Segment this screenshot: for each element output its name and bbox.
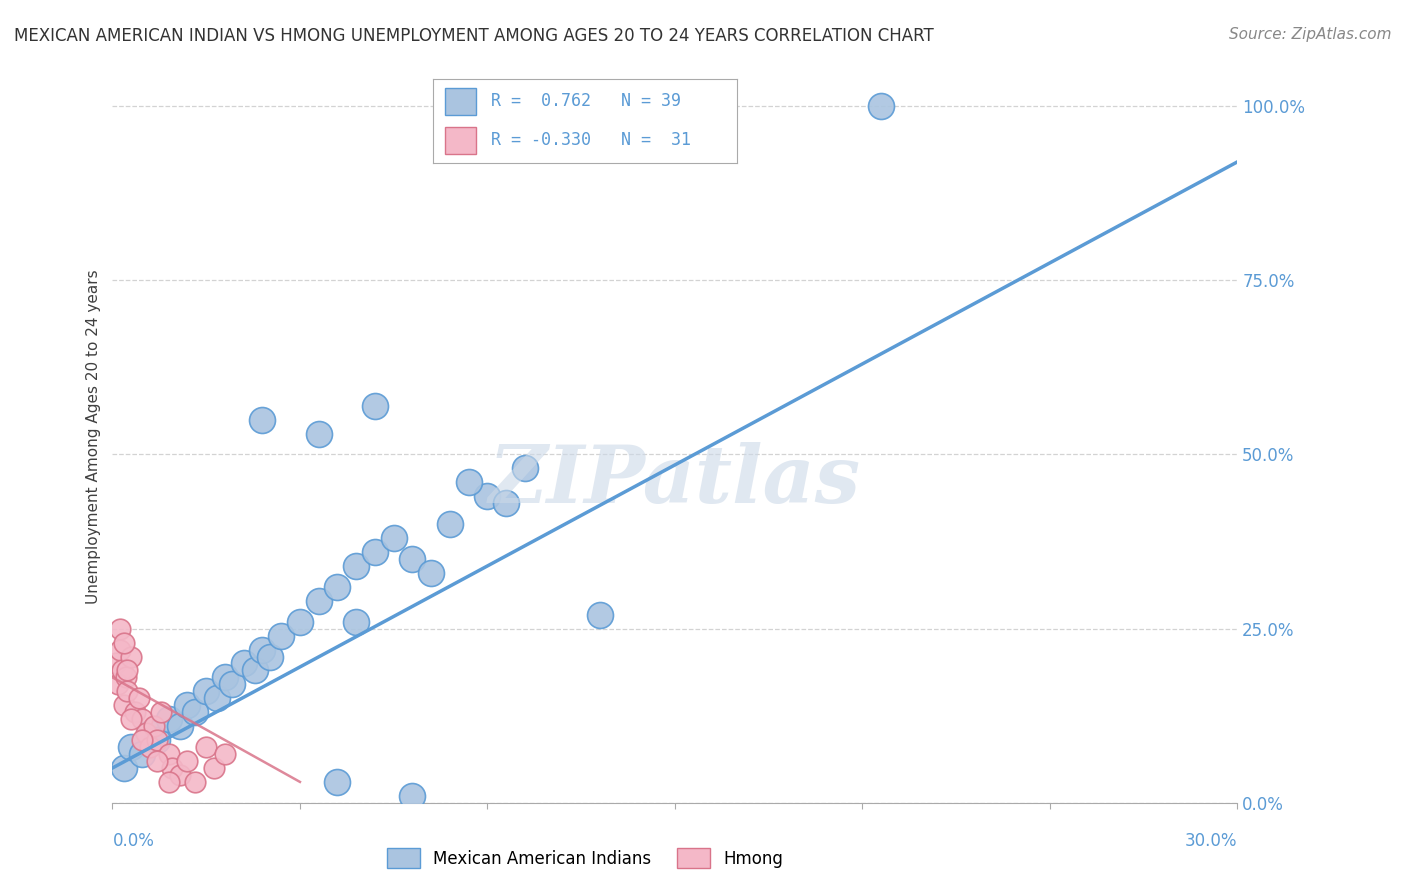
- Point: [221, 677, 243, 691]
- Point: [169, 768, 191, 782]
- Point: [114, 670, 136, 684]
- Point: [120, 649, 142, 664]
- Point: [589, 607, 612, 622]
- Point: [344, 615, 367, 629]
- Point: [457, 475, 479, 490]
- Point: [308, 594, 330, 608]
- Point: [243, 664, 266, 678]
- Point: [131, 733, 153, 747]
- Text: 0.0%: 0.0%: [112, 832, 155, 850]
- Point: [202, 761, 225, 775]
- Point: [232, 657, 254, 671]
- Point: [142, 719, 165, 733]
- Y-axis label: Unemployment Among Ages 20 to 24 years: Unemployment Among Ages 20 to 24 years: [86, 269, 101, 605]
- Point: [326, 775, 349, 789]
- Point: [870, 99, 893, 113]
- Point: [157, 775, 180, 789]
- Point: [364, 399, 387, 413]
- Point: [169, 719, 191, 733]
- Point: [131, 747, 153, 761]
- Point: [326, 580, 349, 594]
- Point: [420, 566, 443, 580]
- Point: [107, 677, 129, 691]
- Point: [146, 733, 169, 747]
- Point: [150, 705, 173, 719]
- Point: [259, 649, 281, 664]
- Point: [108, 622, 131, 636]
- Text: 30.0%: 30.0%: [1185, 832, 1237, 850]
- Point: [195, 740, 218, 755]
- Point: [477, 489, 499, 503]
- Point: [157, 747, 180, 761]
- Point: [207, 691, 229, 706]
- Point: [146, 733, 169, 747]
- Point: [139, 726, 162, 740]
- Text: Source: ZipAtlas.com: Source: ZipAtlas.com: [1229, 27, 1392, 42]
- Point: [252, 642, 274, 657]
- Point: [195, 684, 218, 698]
- Point: [252, 412, 274, 426]
- Point: [157, 712, 180, 726]
- Point: [308, 426, 330, 441]
- Point: [128, 691, 150, 706]
- Point: [401, 789, 423, 803]
- Point: [111, 664, 134, 678]
- Point: [108, 642, 131, 657]
- Text: MEXICAN AMERICAN INDIAN VS HMONG UNEMPLOYMENT AMONG AGES 20 TO 24 YEARS CORRELAT: MEXICAN AMERICAN INDIAN VS HMONG UNEMPLO…: [14, 27, 934, 45]
- Text: ZIPatlas: ZIPatlas: [489, 442, 860, 520]
- Point: [131, 712, 153, 726]
- Point: [120, 740, 142, 755]
- Point: [270, 629, 292, 643]
- Point: [364, 545, 387, 559]
- Point: [439, 517, 461, 532]
- Point: [112, 698, 135, 713]
- Point: [401, 552, 423, 566]
- Point: [162, 761, 184, 775]
- Point: [117, 684, 139, 698]
- Point: [214, 747, 236, 761]
- Point: [176, 754, 198, 768]
- Point: [112, 761, 135, 775]
- Point: [495, 496, 517, 510]
- Legend: Mexican American Indians, Hmong: Mexican American Indians, Hmong: [387, 848, 783, 868]
- Point: [288, 615, 311, 629]
- Point: [214, 670, 236, 684]
- Point: [105, 657, 128, 671]
- Point: [135, 726, 157, 740]
- Point: [146, 754, 169, 768]
- Point: [344, 558, 367, 573]
- Point: [184, 775, 207, 789]
- Point: [176, 698, 198, 713]
- Point: [139, 740, 162, 755]
- Point: [120, 712, 142, 726]
- Point: [124, 705, 146, 719]
- Point: [112, 635, 135, 649]
- Point: [184, 705, 207, 719]
- Point: [117, 664, 139, 678]
- Point: [382, 531, 405, 545]
- Point: [513, 461, 536, 475]
